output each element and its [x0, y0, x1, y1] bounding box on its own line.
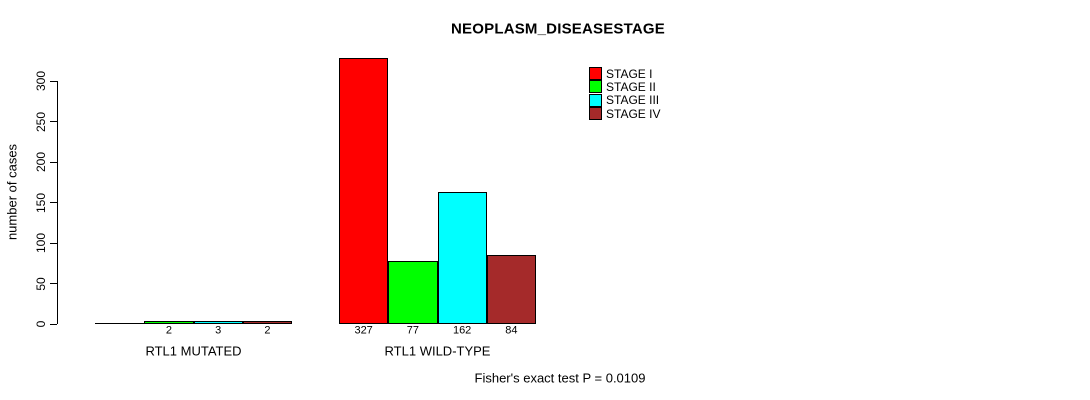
y-axis-label: number of cases [4, 143, 20, 241]
legend: STAGE I STAGE II STAGE III STAGE IV [589, 66, 661, 121]
y-axis-tick-label: 300 [34, 70, 48, 92]
bar-count-label: 3 [215, 324, 222, 337]
bar-count-label: 2 [264, 324, 271, 337]
legend-item: STAGE III [589, 93, 660, 108]
legend-label: STAGE IV [606, 106, 661, 121]
bar-stage-i-zero [95, 323, 145, 324]
y-axis-tick [50, 80, 57, 82]
y-axis-tick [50, 161, 57, 163]
legend-label: STAGE I [606, 66, 653, 81]
bar-count-label: 77 [406, 324, 419, 337]
stats-annotation: Fisher's exact test P = 0.0109 [474, 370, 646, 386]
bar-count-label: 2 [165, 324, 172, 337]
chart-title: NEOPLASM_DISEASESTAGE [451, 20, 665, 38]
legend-item: STAGE IV [589, 106, 661, 121]
legend-color-swatch [589, 80, 602, 94]
bar-count-label: 84 [505, 324, 518, 337]
bar-count-label: 327 [354, 324, 373, 337]
legend-item: STAGE II [589, 79, 660, 94]
bar-stage-iii [437, 191, 487, 324]
y-axis-tick [50, 323, 57, 325]
bar-stage-ii [144, 321, 194, 324]
y-axis-tick [50, 242, 57, 244]
y-axis-tick-label: 50 [34, 276, 48, 291]
bar-stage-i [339, 58, 389, 324]
y-axis-tick-label: 250 [34, 111, 48, 132]
bar-stage-iv [242, 321, 292, 324]
x-axis-group-label: RTL1 WILD-TYPE [384, 343, 491, 359]
legend-label: STAGE II [606, 79, 656, 94]
legend-color-swatch [589, 67, 602, 81]
legend-color-swatch [589, 93, 602, 107]
y-axis-tick-label: 100 [34, 232, 48, 254]
y-axis-line [57, 81, 58, 324]
bar-count-label: 162 [452, 324, 472, 337]
bar-stage-iv [486, 254, 536, 324]
y-axis-tick [50, 121, 57, 122]
x-axis-group-label: RTL1 MUTATED [145, 343, 242, 359]
y-axis-tick [50, 202, 57, 203]
y-axis-tick-label: 0 [34, 320, 48, 328]
bar-stage-ii [388, 260, 438, 324]
legend-item: STAGE I [589, 66, 660, 81]
y-axis-tick-label: 200 [34, 151, 48, 173]
legend-color-swatch [589, 107, 602, 121]
y-axis-tick-label: 150 [34, 192, 48, 213]
legend-label: STAGE III [606, 93, 660, 108]
bar-stage-iii [193, 320, 243, 324]
y-axis-tick [50, 283, 57, 284]
